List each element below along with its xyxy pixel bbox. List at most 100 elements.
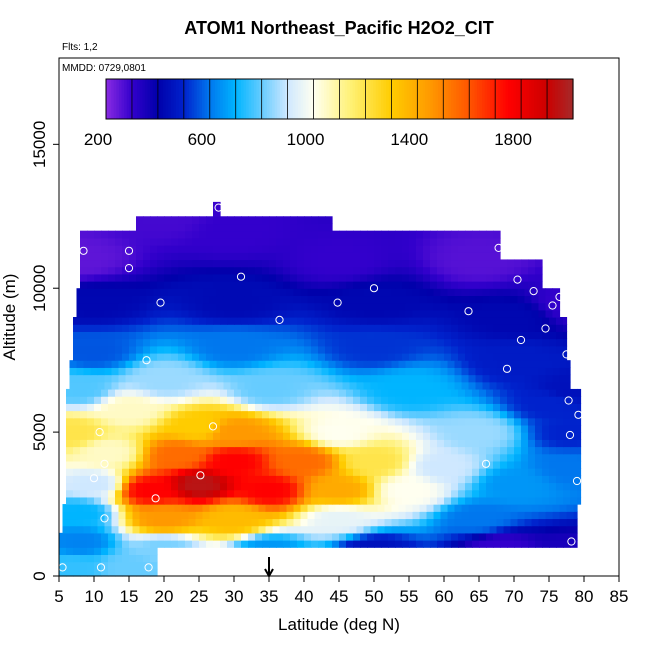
heatmap-cell [276, 352, 284, 361]
heatmap-cell [241, 223, 249, 232]
heatmap-cell [206, 252, 214, 261]
heatmap-cell [318, 403, 326, 412]
heatmap-cell [510, 302, 519, 311]
heatmap-cell [129, 532, 137, 541]
heatmap-cell [517, 295, 526, 304]
heatmap-cell [101, 417, 109, 426]
heatmap-cell [493, 259, 501, 268]
heatmap-cell [426, 511, 435, 520]
heatmap-cell [433, 525, 442, 534]
heatmap-cell [475, 381, 484, 390]
heatmap-cell [73, 489, 81, 498]
heatmap-cell [293, 295, 302, 304]
heatmap-cell [542, 489, 550, 498]
heatmap-cell [241, 489, 249, 498]
heatmap-cell [94, 482, 102, 491]
heatmap-cell [129, 547, 137, 556]
heatmap-cell [150, 453, 158, 462]
heatmap-cell [185, 482, 193, 491]
heatmap-cell [220, 475, 228, 484]
heatmap-cell [174, 295, 183, 304]
heatmap-cell [454, 295, 463, 304]
heatmap-cell [318, 468, 326, 476]
heatmap-cell [318, 410, 326, 419]
heatmap-cell [566, 525, 575, 534]
colorbar-swatch [438, 79, 442, 119]
heatmap-cell [304, 410, 312, 419]
heatmap-cell [104, 288, 113, 297]
heatmap-cell [332, 352, 340, 361]
heatmap-cell [416, 446, 424, 455]
heatmap-cell [150, 561, 158, 570]
heatmap-cell [556, 417, 564, 426]
heatmap-cell [517, 288, 526, 297]
heatmap-cell [416, 331, 424, 340]
heatmap-cell [136, 237, 144, 246]
heatmap-cell [307, 374, 316, 383]
heatmap-cell [419, 360, 428, 368]
heatmap-cell [493, 338, 501, 347]
heatmap-cell [115, 432, 123, 440]
heatmap-cell [398, 374, 407, 383]
heatmap-cell [153, 504, 162, 512]
heatmap-cell [388, 388, 396, 397]
heatmap-cell [542, 324, 550, 332]
heatmap-cell [563, 532, 571, 541]
heatmap-cell [440, 525, 449, 534]
heatmap-cell [234, 453, 242, 462]
heatmap-cell [234, 396, 242, 404]
heatmap-cell [87, 338, 95, 347]
heatmap-cell [346, 317, 354, 325]
heatmap-cell [265, 504, 274, 512]
heatmap-cell [412, 511, 421, 520]
flights-annotation: Flts: 1,2 [62, 42, 98, 53]
heatmap-cell [472, 439, 480, 448]
heatmap-cell [251, 295, 260, 304]
heatmap-cell [262, 532, 270, 541]
heatmap-cell [234, 417, 242, 426]
heatmap-cell [531, 302, 540, 311]
colorbar-swatch [142, 79, 146, 119]
heatmap-cell [101, 568, 109, 577]
heatmap-cell [451, 432, 459, 440]
heatmap-cell [486, 540, 494, 548]
heatmap-cell [272, 309, 281, 318]
heatmap-cell [108, 482, 116, 491]
heatmap-cell [381, 453, 389, 462]
sample-point [516, 335, 526, 345]
heatmap-cell [563, 424, 571, 433]
heatmap-cell [136, 561, 144, 570]
heatmap-cell [482, 381, 491, 390]
heatmap-cell [451, 424, 459, 433]
heatmap-cell [514, 266, 522, 275]
heatmap-cell [216, 525, 225, 534]
heatmap-cell [542, 352, 550, 361]
heatmap-cell [360, 453, 368, 462]
heatmap-cell [206, 216, 214, 225]
heatmap-cell [339, 245, 347, 253]
heatmap-cell [255, 281, 263, 289]
heatmap-cell [409, 317, 417, 325]
heatmap-cell [122, 338, 130, 347]
heatmap-cell [87, 489, 95, 498]
heatmap-cell [475, 518, 484, 527]
heatmap-cell [108, 547, 116, 556]
heatmap-cell [395, 417, 403, 426]
heatmap-cell [213, 352, 221, 361]
heatmap-cell [325, 532, 333, 541]
heatmap-cell [430, 252, 438, 261]
heatmap-cell [108, 475, 116, 484]
heatmap-cell [297, 432, 305, 440]
heatmap-cell [395, 259, 403, 268]
heatmap-cell [234, 460, 242, 469]
colorbar-swatch [233, 79, 237, 119]
heatmap-cell [202, 518, 211, 527]
heatmap-cell [426, 374, 435, 383]
heatmap-cell [521, 417, 529, 426]
heatmap-cell [339, 345, 347, 354]
heatmap-cell [80, 424, 88, 433]
heatmap-cell [255, 266, 263, 275]
heatmap-cell [132, 511, 141, 520]
heatmap-cell [419, 511, 428, 520]
heatmap-cell [251, 360, 260, 368]
